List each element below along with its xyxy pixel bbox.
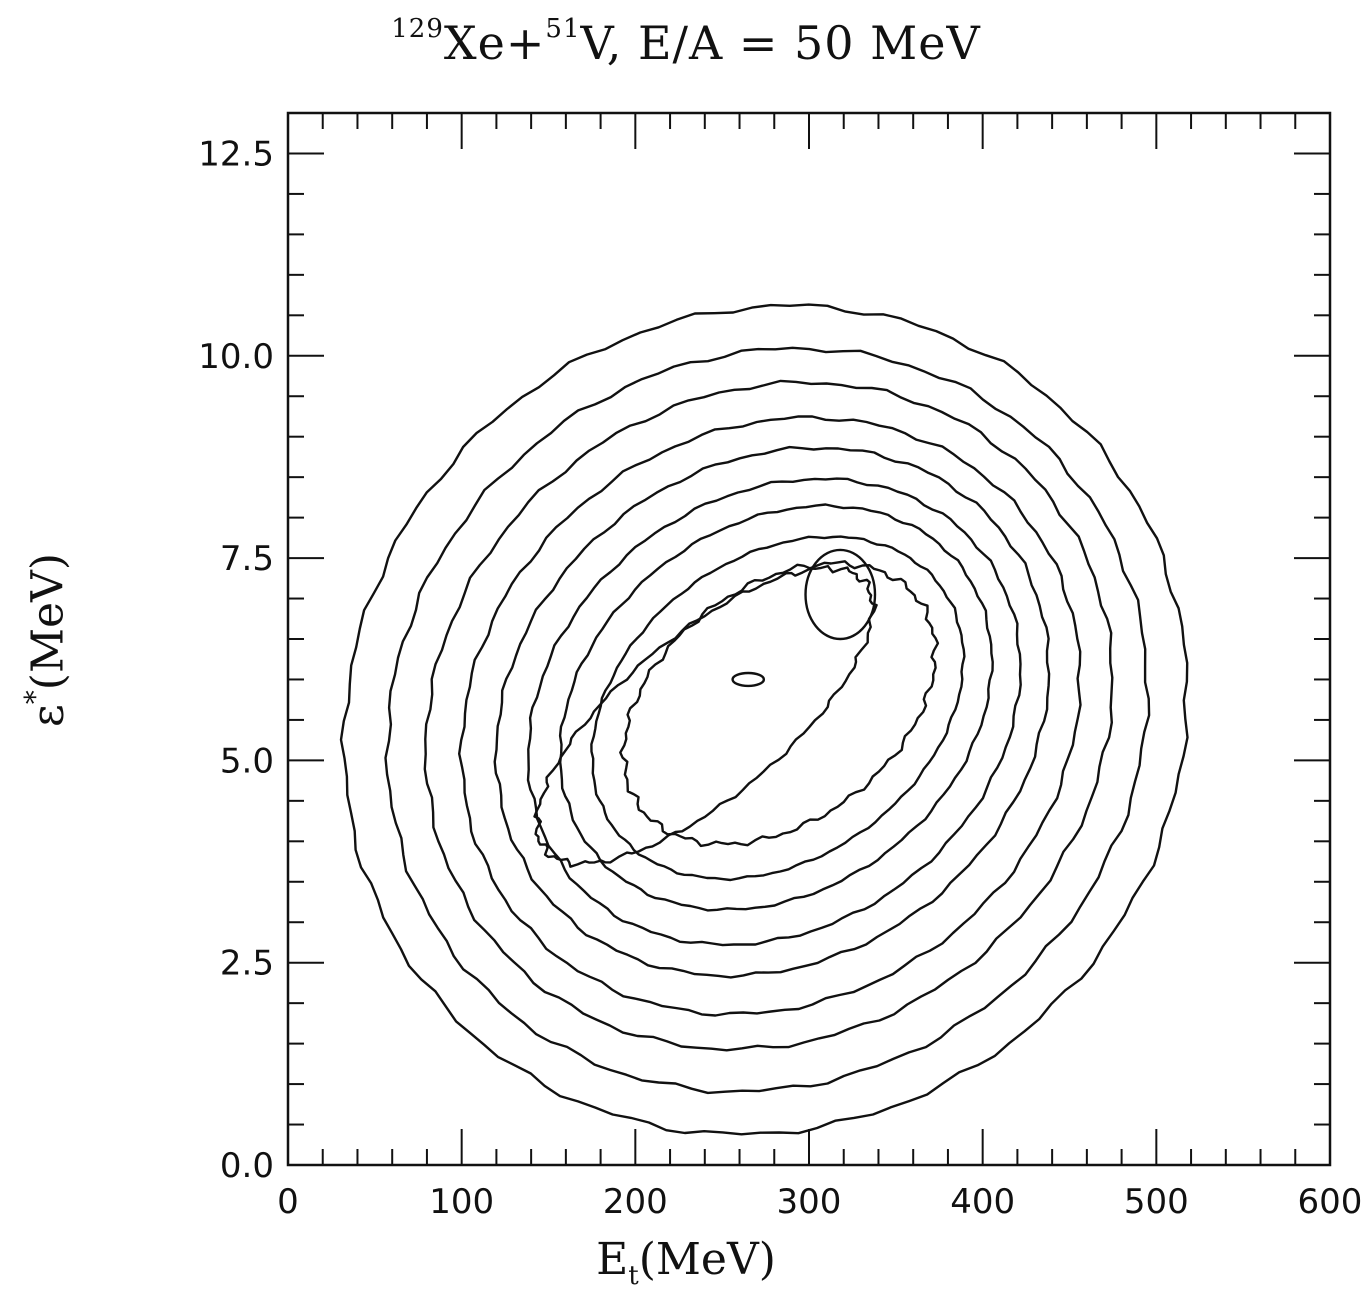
- contour-island-2: [731, 671, 766, 688]
- contour-level-5: [493, 445, 1051, 979]
- contour-level-9: [619, 560, 940, 848]
- x-axis-symbol: E: [596, 1234, 629, 1285]
- contour-level-8: [590, 535, 966, 882]
- contour-level-2: [384, 346, 1151, 1095]
- y-tick-label: 2.5: [220, 944, 274, 984]
- y-tick-label: 7.5: [220, 539, 274, 579]
- chart-title: 129Xe+51V, E/A = 50 MeV: [0, 14, 1372, 70]
- title-mass-b: 51: [545, 14, 581, 44]
- contour-level-1: [339, 303, 1189, 1136]
- x-tick-label: 500: [1124, 1182, 1189, 1222]
- x-tick-label: 200: [603, 1182, 668, 1222]
- tick-labels: 0 100 200 300 400 500 600 0.0 2.5 5.0 7.5 10.0 12.5: [198, 134, 1362, 1222]
- y-tick-label: 10.0: [198, 337, 274, 377]
- x-axis-subscript: t: [628, 1261, 639, 1291]
- x-tick-label: 300: [777, 1182, 842, 1222]
- y-tick-label: 0.0: [220, 1146, 274, 1186]
- title-mass-a: 129: [391, 14, 444, 44]
- contour-island-1: [804, 548, 877, 641]
- axis-ticks: [287, 112, 1331, 1166]
- x-tick-label: 400: [950, 1182, 1015, 1222]
- y-tick-label: 12.5: [198, 134, 274, 174]
- x-axis-unit: (MeV): [638, 1234, 776, 1285]
- y-axis-superscript: *: [18, 690, 52, 705]
- x-tick-label: 0: [277, 1182, 299, 1222]
- y-tick-label: 5.0: [220, 741, 274, 781]
- y-axis-unit: (MeV): [22, 553, 74, 691]
- title-sym-b: V, E/A = 50 MeV: [580, 16, 981, 70]
- x-tick-label: 100: [429, 1182, 494, 1222]
- contour-level-7: [558, 503, 994, 912]
- plot-frame: [286, 111, 1332, 1167]
- x-tick-label: 600: [1298, 1182, 1363, 1222]
- contour-level-10: [533, 564, 878, 868]
- title-sym-a: Xe+: [443, 16, 546, 70]
- contour-level-4: [458, 415, 1082, 1017]
- y-axis-label: ε*(MeV): [19, 553, 74, 727]
- contours: [339, 303, 1189, 1136]
- contour-level-3: [423, 379, 1114, 1052]
- y-axis-symbol: ε: [22, 704, 74, 727]
- x-axis-label: Et(MeV): [0, 1234, 1372, 1291]
- contour-level-6: [526, 477, 1022, 947]
